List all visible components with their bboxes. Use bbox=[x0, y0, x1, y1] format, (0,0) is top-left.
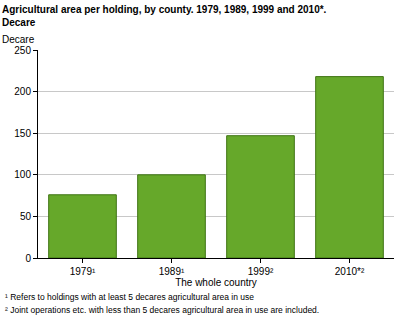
svg-text:² Joint operations etc. with l: ² Joint operations etc. with less than 5… bbox=[5, 305, 319, 315]
svg-text:The whole country: The whole country bbox=[175, 277, 257, 288]
svg-text:100: 100 bbox=[14, 169, 31, 180]
svg-text:200: 200 bbox=[14, 86, 31, 97]
svg-text:1999²: 1999² bbox=[248, 266, 274, 277]
svg-text:0: 0 bbox=[25, 253, 31, 264]
svg-text:Decare: Decare bbox=[2, 34, 35, 45]
svg-text:150: 150 bbox=[14, 128, 31, 139]
svg-text:Agricultural area per holding,: Agricultural area per holding, by county… bbox=[2, 4, 327, 28]
svg-text:250: 250 bbox=[14, 45, 31, 56]
svg-text:1979¹: 1979¹ bbox=[70, 266, 96, 277]
svg-text:1989¹: 1989¹ bbox=[159, 266, 185, 277]
svg-text:¹ Refers to holdings with at l: ¹ Refers to holdings with at least 5 dec… bbox=[5, 292, 254, 302]
svg-text:2010*²: 2010*² bbox=[335, 266, 365, 277]
svg-text:50: 50 bbox=[20, 211, 32, 222]
